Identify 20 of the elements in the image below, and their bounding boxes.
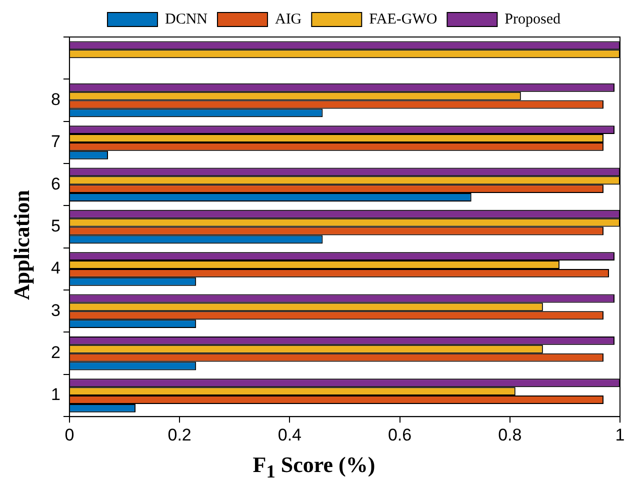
legend-label: Proposed — [504, 11, 562, 28]
x-tick-label: 0.8 — [498, 425, 522, 444]
y-tick-label: 2 — [50, 343, 60, 362]
legend-label: AIG — [274, 11, 302, 28]
x-tick-label: 1 — [615, 425, 625, 444]
legend-label: DCNN — [164, 11, 208, 28]
y-axis-title: Application — [9, 190, 35, 300]
x-tick-label: 0 — [64, 425, 74, 444]
y-tick-label: 4 — [50, 258, 60, 278]
x-axis-title: F$_{1}$ Score (%) — [252, 452, 376, 482]
y-tick-label: 7 — [50, 132, 60, 152]
y-tick-label: 6 — [50, 174, 60, 194]
y-tick-label: 5 — [50, 216, 60, 236]
legend-label: FAE-GWO — [369, 11, 438, 28]
y-tick-label: 8 — [50, 90, 60, 109]
x-tick-label: 0.2 — [168, 425, 192, 444]
y-tick-label: 1 — [50, 385, 60, 404]
y-tick-label: 3 — [50, 300, 60, 320]
x-tick-label: 0.6 — [388, 425, 412, 444]
x-tick-label: 0.4 — [278, 425, 302, 444]
